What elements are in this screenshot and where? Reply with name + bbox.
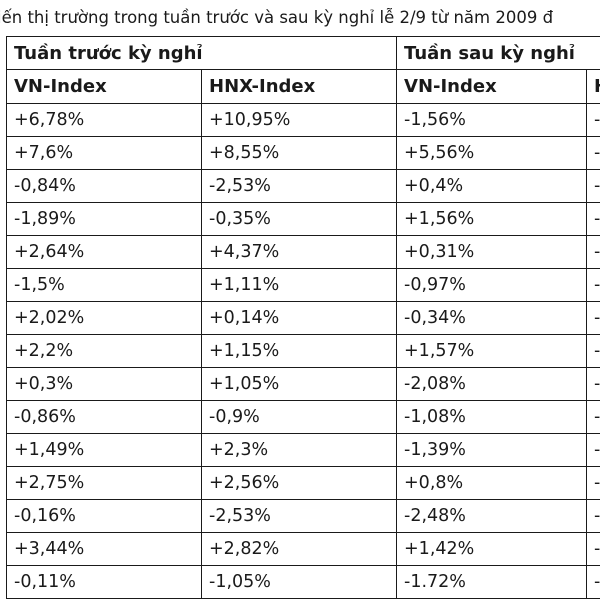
cell-vn-index-after: +0,8% bbox=[396, 466, 588, 500]
group-header-row: Tuần trước kỳ nghỉ Tuần sau kỳ nghỉ bbox=[5, 36, 600, 70]
cell-vn-index-before: -1,5% bbox=[6, 268, 202, 302]
table-row: +1,49% +2,3% -1,39% - bbox=[6, 433, 600, 467]
cell-hnx-index-before: -1,05% bbox=[200, 565, 398, 599]
table-caption: iến thị trường trong tuần trước và sau k… bbox=[0, 8, 554, 27]
table-row: +6,78% +10,95% -1,56% - bbox=[6, 103, 600, 137]
group-header-before-holiday: Tuần trước kỳ nghỉ bbox=[5, 36, 398, 70]
cell-hnx-index-before: +10,95% bbox=[200, 103, 398, 137]
cell-hnx-index-before: -2,53% bbox=[200, 169, 398, 203]
cell-hnx-index-before: +2,56% bbox=[200, 466, 398, 500]
cell-hnx-index-before: +2,82% bbox=[200, 532, 398, 566]
table-row: -0,84% -2,53% +0,4% - bbox=[6, 169, 600, 203]
cell-hnx-index-before: +0,14% bbox=[200, 301, 398, 335]
cell-vn-index-after: -1,56% bbox=[396, 103, 588, 137]
cell-vn-index-before: -0,84% bbox=[6, 169, 202, 203]
table-row: -0,86% -0,9% -1,08% - bbox=[6, 400, 600, 434]
cell-vn-index-after: +1,42% bbox=[396, 532, 588, 566]
table-row: +2,75% +2,56% +0,8% - bbox=[6, 466, 600, 500]
cell-vn-index-after: +5,56% bbox=[396, 136, 588, 170]
cell-vn-index-after: +1,57% bbox=[396, 334, 588, 368]
cell-hnx-index-before: +2,3% bbox=[200, 433, 398, 467]
table-row: +3,44% +2,82% +1,42% - bbox=[6, 532, 600, 566]
cell-vn-index-before: +2,02% bbox=[6, 301, 202, 335]
cell-vn-index-after: -2,48% bbox=[396, 499, 588, 533]
cell-hnx-index-after: - bbox=[586, 433, 600, 467]
cell-hnx-index-after: - bbox=[586, 532, 600, 566]
cell-hnx-index-after: - bbox=[586, 367, 600, 401]
cell-vn-index-before: -0,11% bbox=[6, 565, 202, 599]
cell-vn-index-after: +0,4% bbox=[396, 169, 588, 203]
cell-vn-index-after: -2,08% bbox=[396, 367, 588, 401]
table-row: +2,64% +4,37% +0,31% - bbox=[6, 235, 600, 269]
table-row: +2,02% +0,14% -0,34% - bbox=[6, 301, 600, 335]
table-body: +6,78% +10,95% -1,56% - +7,6% +8,55% +5,56% - -0… bbox=[6, 103, 600, 599]
cell-vn-index-after: -0,34% bbox=[396, 301, 588, 335]
cell-vn-index-before: +2,64% bbox=[6, 235, 202, 269]
cell-hnx-index-after: - bbox=[586, 400, 600, 434]
cell-vn-index-before: +2,2% bbox=[6, 334, 202, 368]
cell-hnx-index-after: - bbox=[586, 334, 600, 368]
table-row: +0,3% +1,05% -2,08% - bbox=[6, 367, 600, 401]
cell-hnx-index-after: - bbox=[586, 466, 600, 500]
cell-hnx-index-after: - bbox=[586, 136, 600, 170]
cell-vn-index-before: +2,75% bbox=[6, 466, 202, 500]
cell-hnx-index-after: - bbox=[586, 235, 600, 269]
cell-vn-index-before: -0,86% bbox=[6, 400, 202, 434]
table-row: +7,6% +8,55% +5,56% - bbox=[6, 136, 600, 170]
cell-vn-index-after: -1,08% bbox=[396, 400, 588, 434]
cell-hnx-index-before: +1,11% bbox=[200, 268, 398, 302]
cell-vn-index-before: -0,16% bbox=[6, 499, 202, 533]
cell-vn-index-before: +6,78% bbox=[6, 103, 202, 137]
market-change-table: Tuần trước kỳ nghỉ Tuần sau kỳ nghỉ VN-I… bbox=[5, 36, 600, 599]
column-header-vn-index-after: VN-Index bbox=[396, 69, 588, 104]
cell-hnx-index-before: -0,35% bbox=[200, 202, 398, 236]
cell-vn-index-after: -1,39% bbox=[396, 433, 588, 467]
sub-header-row: VN-Index HNX-Index VN-Index H bbox=[6, 69, 600, 104]
column-header-vn-index-before: VN-Index bbox=[6, 69, 202, 104]
table-row: -0,11% -1,05% -1.72% - bbox=[6, 565, 600, 599]
cell-hnx-index-before: -0,9% bbox=[200, 400, 398, 434]
table-row: +2,2% +1,15% +1,57% - bbox=[6, 334, 600, 368]
cell-hnx-index-after: - bbox=[586, 499, 600, 533]
cell-hnx-index-after: - bbox=[586, 301, 600, 335]
cell-vn-index-before: +3,44% bbox=[6, 532, 202, 566]
column-header-hnx-index-after: H bbox=[586, 69, 600, 104]
cell-vn-index-before: +0,3% bbox=[6, 367, 202, 401]
table-row: -1,89% -0,35% +1,56% - bbox=[6, 202, 600, 236]
cell-vn-index-before: -1,89% bbox=[6, 202, 202, 236]
cell-hnx-index-before: +1,05% bbox=[200, 367, 398, 401]
cell-vn-index-before: +7,6% bbox=[6, 136, 202, 170]
cell-hnx-index-before: -2,53% bbox=[200, 499, 398, 533]
cell-vn-index-after: -0,97% bbox=[396, 268, 588, 302]
cell-vn-index-after: +0,31% bbox=[396, 235, 588, 269]
table-row: -1,5% +1,11% -0,97% - bbox=[6, 268, 600, 302]
group-header-after-holiday: Tuần sau kỳ nghỉ bbox=[396, 36, 600, 70]
cell-vn-index-before: +1,49% bbox=[6, 433, 202, 467]
cell-hnx-index-after: - bbox=[586, 268, 600, 302]
cell-hnx-index-after: - bbox=[586, 103, 600, 137]
cell-hnx-index-before: +4,37% bbox=[200, 235, 398, 269]
cell-vn-index-after: -1.72% bbox=[396, 565, 588, 599]
column-header-hnx-index-before: HNX-Index bbox=[200, 69, 398, 104]
table-row: -0,16% -2,53% -2,48% - bbox=[6, 499, 600, 533]
cell-hnx-index-after: - bbox=[586, 565, 600, 599]
cell-hnx-index-before: +8,55% bbox=[200, 136, 398, 170]
cell-vn-index-after: +1,56% bbox=[396, 202, 588, 236]
cell-hnx-index-after: - bbox=[586, 202, 600, 236]
cell-hnx-index-after: - bbox=[586, 169, 600, 203]
cell-hnx-index-before: +1,15% bbox=[200, 334, 398, 368]
